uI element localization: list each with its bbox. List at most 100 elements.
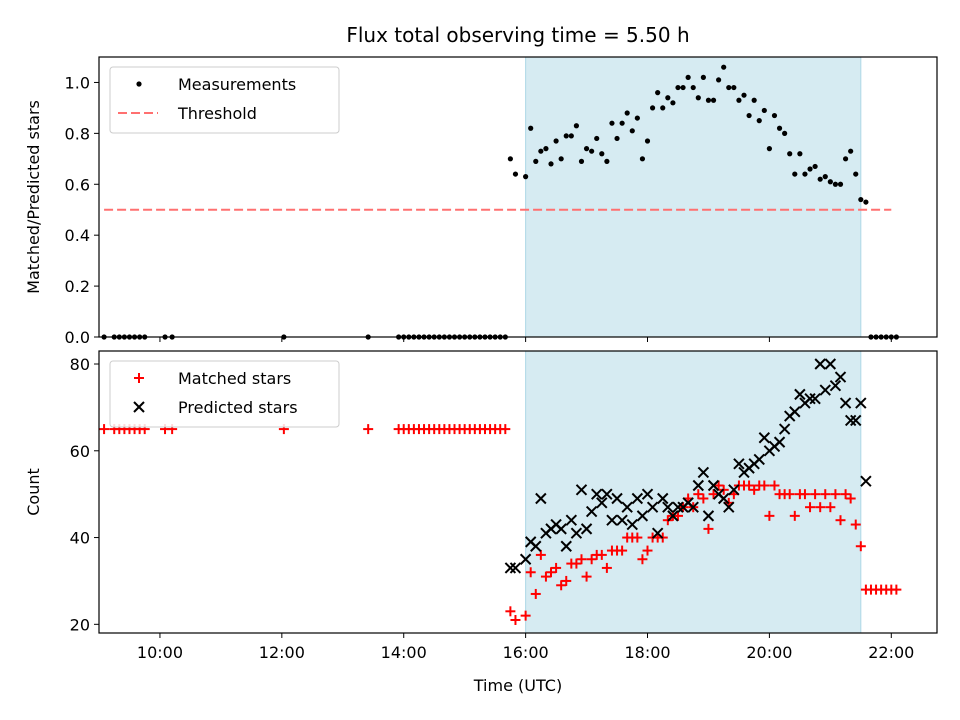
data-point-b <box>580 523 593 535</box>
data-point <box>819 384 831 396</box>
series-predicted-stars <box>504 358 872 574</box>
data-point <box>802 171 808 177</box>
data-point <box>591 488 603 500</box>
legend-label: Measurements <box>178 75 296 94</box>
legend-label: Matched stars <box>178 369 291 388</box>
legend: Measurements Threshold <box>109 66 340 134</box>
data-point <box>507 156 513 162</box>
data-point <box>580 523 593 535</box>
data-point <box>585 505 598 518</box>
data-point <box>835 515 846 526</box>
data-point <box>726 84 732 91</box>
data-point <box>839 397 852 409</box>
y-tick-label: 80 <box>70 355 90 374</box>
data-point <box>853 171 859 177</box>
data-point-b <box>611 492 623 505</box>
data-point <box>637 554 648 565</box>
data-point <box>797 151 803 157</box>
data-point <box>845 493 856 504</box>
observing-window-shade <box>525 57 861 337</box>
data-point <box>599 151 605 157</box>
data-point <box>855 541 866 552</box>
legend-box <box>109 66 340 134</box>
data-point <box>705 97 712 103</box>
data-point-b <box>621 501 633 513</box>
data-point-b <box>850 414 862 427</box>
data-point <box>596 497 608 509</box>
data-point-b <box>819 384 831 396</box>
data-point <box>749 484 760 495</box>
data-point <box>710 97 717 103</box>
data-point <box>778 423 791 435</box>
data-point-b <box>794 388 806 401</box>
data-point <box>538 148 544 154</box>
data-point <box>812 163 818 170</box>
data-point <box>578 158 585 164</box>
data-point-b <box>692 479 705 492</box>
data-point-b <box>535 492 547 505</box>
data-point-b <box>707 479 720 492</box>
data-point <box>609 120 615 126</box>
data-point-b <box>728 484 740 496</box>
data-point <box>855 397 867 409</box>
y-tick-label: 60 <box>70 442 90 461</box>
data-point <box>753 453 765 466</box>
data-point <box>649 105 656 111</box>
x-axis-label: Time (UTC) <box>473 676 562 695</box>
data-point <box>629 128 635 134</box>
data-point-b <box>723 501 735 513</box>
data-point <box>702 510 715 522</box>
data-point <box>553 138 559 144</box>
data-point <box>756 118 762 124</box>
data-point <box>601 562 612 573</box>
data-point <box>799 489 810 500</box>
data-point-b <box>809 393 821 405</box>
legend: Matched stars Predicted stars <box>109 360 340 428</box>
data-point <box>504 562 517 574</box>
data-point <box>716 77 722 83</box>
data-point <box>99 424 110 435</box>
data-point <box>863 199 869 205</box>
data-point <box>573 123 580 129</box>
data-point <box>665 95 671 101</box>
data-point <box>558 156 564 162</box>
data-point <box>850 414 862 427</box>
data-point <box>810 489 821 500</box>
data-point <box>842 156 849 162</box>
data-point <box>596 549 607 560</box>
data-point-b <box>519 553 532 565</box>
data-point <box>667 510 679 522</box>
series-matched-stars <box>99 424 902 625</box>
x-tick-label: 22:00 <box>868 643 914 662</box>
data-point-b <box>789 406 801 418</box>
data-point <box>733 458 745 470</box>
x-tick-label: 14:00 <box>381 643 427 662</box>
y-axis-label: Matched/Predicted stars <box>24 100 43 294</box>
data-point <box>848 148 854 154</box>
legend-label: Threshold <box>177 104 257 123</box>
legend-box <box>109 360 340 428</box>
data-point <box>660 105 666 111</box>
data-point <box>829 380 842 392</box>
data-point-b <box>641 488 654 500</box>
data-point <box>825 502 836 513</box>
data-point-b <box>702 510 715 522</box>
data-point <box>758 432 771 444</box>
y-tick-label: 0.4 <box>65 226 90 245</box>
data-point <box>523 174 529 180</box>
data-point <box>769 480 780 491</box>
data-point-b <box>631 492 644 505</box>
data-point <box>619 120 625 126</box>
bottom-panel: 20 40 60 80 10:00 12:00 14:00 16:00 18:00 20:00 22… <box>24 350 938 662</box>
x-tick-label: 12:00 <box>259 643 305 662</box>
data-point <box>858 196 864 203</box>
y-tick-label: 20 <box>70 615 90 634</box>
data-point <box>363 424 374 435</box>
data-point <box>721 64 727 70</box>
data-point <box>809 393 821 405</box>
data-point-b <box>616 514 628 526</box>
data-point <box>693 489 704 500</box>
data-point <box>560 540 572 552</box>
data-point <box>556 580 567 591</box>
data-point <box>646 501 659 513</box>
